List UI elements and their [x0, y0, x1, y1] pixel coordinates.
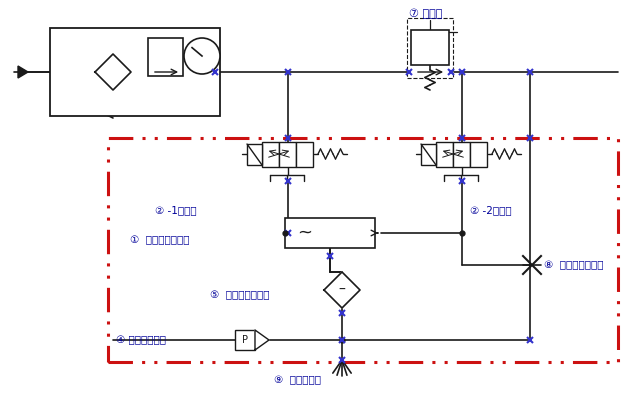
Polygon shape — [18, 66, 28, 78]
Text: ⑨  真空パッド: ⑨ 真空パッド — [273, 375, 321, 385]
Circle shape — [184, 38, 220, 74]
Text: ④ 圧力スイッチ: ④ 圧力スイッチ — [116, 335, 166, 345]
Text: ~: ~ — [298, 224, 312, 242]
Bar — [247, 144, 262, 165]
Text: ⑤  真空用フィルタ: ⑤ 真空用フィルタ — [210, 290, 269, 300]
Bar — [50, 28, 220, 116]
Text: ⑦ 減圧弁: ⑦ 減圧弁 — [409, 9, 442, 19]
Bar — [285, 218, 375, 248]
Bar — [421, 144, 436, 165]
Text: –: – — [339, 283, 346, 297]
Bar — [453, 142, 470, 167]
Bar — [296, 142, 313, 167]
Text: ⑧  流量調整バルブ: ⑧ 流量調整バルブ — [544, 260, 604, 270]
Text: ①  真空エジェクタ: ① 真空エジェクタ — [130, 235, 189, 245]
Bar — [436, 142, 453, 167]
Text: P: P — [242, 335, 248, 345]
Text: ② -2破壊弁: ② -2破壊弁 — [470, 205, 511, 215]
Bar — [407, 18, 453, 78]
Bar — [262, 142, 279, 167]
Bar — [148, 38, 183, 76]
Bar — [108, 138, 618, 362]
Bar — [470, 142, 487, 167]
Text: ② -1供給弁: ② -1供給弁 — [155, 205, 196, 215]
Polygon shape — [324, 272, 360, 308]
Bar — [235, 330, 255, 350]
Bar — [279, 142, 296, 167]
Polygon shape — [255, 330, 269, 350]
Bar — [411, 30, 449, 65]
Polygon shape — [95, 54, 131, 90]
